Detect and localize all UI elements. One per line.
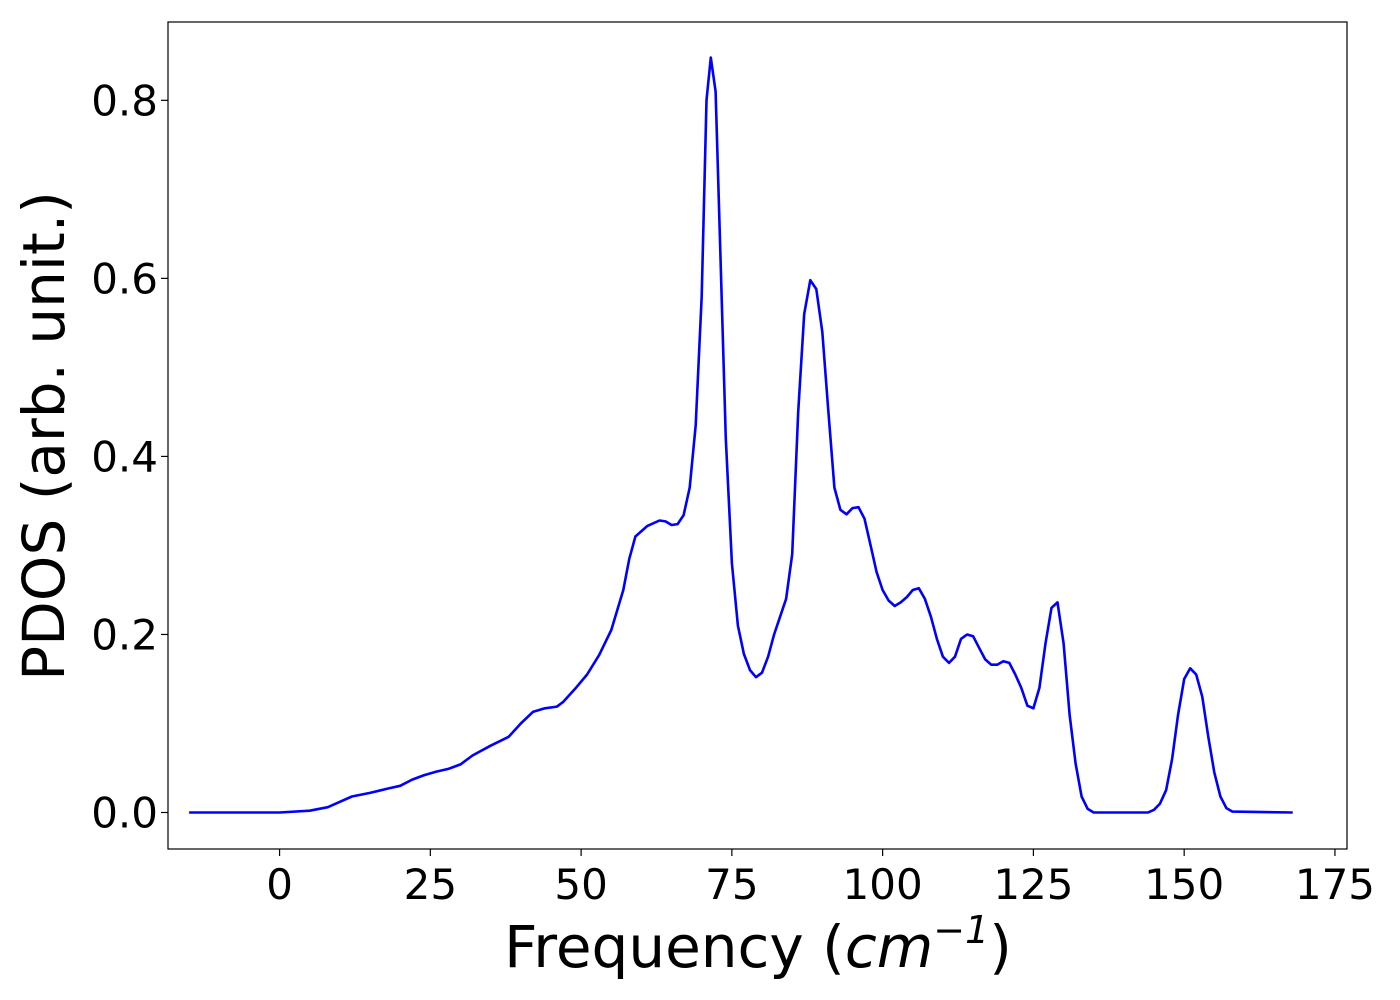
x-tick-label: 150 [1144,860,1224,909]
x-tick-label: 175 [1295,860,1375,909]
y-axis-label: PDOS (arb. unit.) [10,191,78,681]
x-tick-label: 75 [705,860,758,909]
x-tick-label: 100 [843,860,923,909]
pdos-series-line [189,56,1293,814]
y-tick-label: 0.8 [91,76,158,125]
y-tick-label: 0.4 [91,432,158,481]
x-tick-label: 50 [554,860,607,909]
x-tick-label: 25 [404,860,457,909]
plot-area-frame [167,21,1348,850]
y-tick-label: 0.0 [91,789,158,838]
x-tick-label: 0 [266,860,293,909]
x-tick-label: 125 [993,860,1073,909]
y-tick-label: 0.2 [91,610,158,659]
y-axis-ticks: 0.0 0.2 0.4 0.6 0.8 [91,76,168,838]
y-tick-label: 0.6 [91,254,158,303]
x-axis-ticks: 0 25 50 75 100 125 150 175 [266,849,1375,909]
x-axis-label: Frequency (cm−1) [504,908,1012,981]
